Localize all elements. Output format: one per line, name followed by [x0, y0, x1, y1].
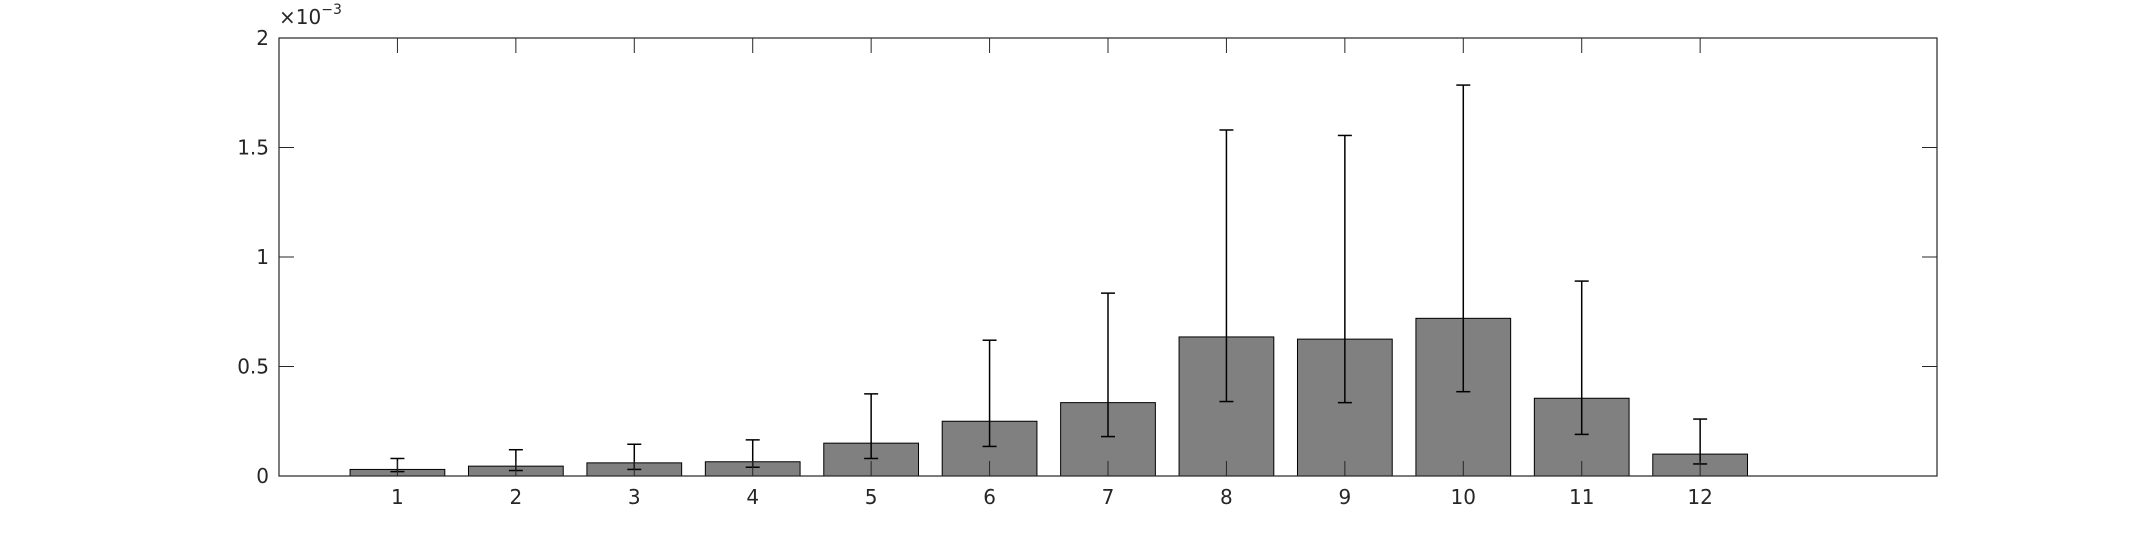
error-bars-layer — [390, 84, 1708, 473]
error-bar-11 — [1574, 280, 1589, 436]
y-tick-label: 1 — [256, 245, 269, 269]
x-tick-label: 3 — [628, 485, 641, 509]
y-tick-label: 0 — [256, 464, 269, 488]
error-bar-5 — [864, 393, 879, 460]
error-bar-8 — [1219, 129, 1234, 403]
x-tick-label: 2 — [509, 485, 522, 509]
error-bar-10 — [1456, 84, 1471, 393]
exponent-power: −3 — [321, 2, 342, 18]
x-tick-label: 1 — [391, 485, 404, 509]
y-tick-label: 0.5 — [237, 355, 269, 379]
x-tick-label: 5 — [865, 485, 878, 509]
error-bar-9 — [1337, 134, 1352, 404]
x-tick-label: 4 — [746, 485, 759, 509]
x-tick-label: 9 — [1338, 485, 1351, 509]
x-tick-label: 6 — [983, 485, 996, 509]
exponent-base: ×10 — [279, 5, 321, 29]
y-tick-label: 1.5 — [237, 136, 269, 160]
x-tick-label: 10 — [1451, 485, 1476, 509]
x-tick-label: 11 — [1569, 485, 1594, 509]
error-bar-6 — [982, 339, 997, 448]
x-tick-label: 8 — [1220, 485, 1233, 509]
x-tick-label: 7 — [1102, 485, 1115, 509]
y-axis-exponent-label: ×10−3 — [279, 2, 342, 29]
y-tick-label: 2 — [256, 26, 269, 50]
axes-layer — [278, 37, 1938, 477]
error-bar-7 — [1101, 292, 1115, 438]
x-tick-label: 12 — [1687, 485, 1712, 509]
